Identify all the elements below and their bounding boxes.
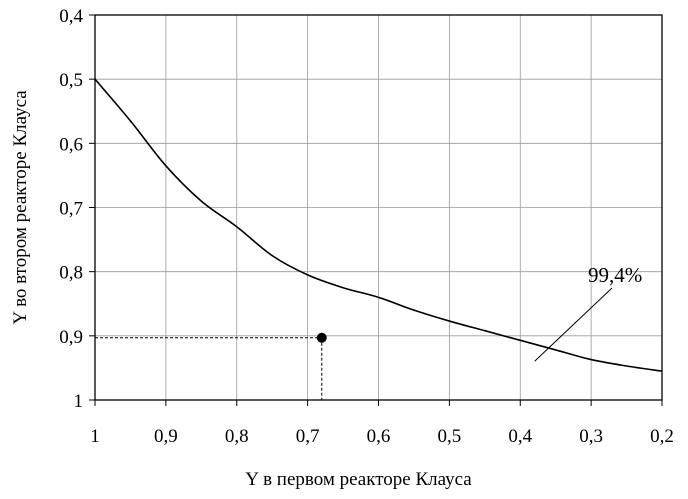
x-tick-label: 0,4 <box>508 426 532 447</box>
y-tick-label: 0,7 <box>59 199 83 220</box>
x-tick-label: 0,7 <box>296 426 320 447</box>
x-tick-label: 0,8 <box>225 426 249 447</box>
y-axis-ticks: 0,4 0,5 0,6 0,7 0,8 0,9 1 <box>59 6 95 412</box>
chart-grid <box>95 15 662 400</box>
x-axis-ticks: 1 0,9 0,8 0,7 0,6 0,5 0,4 0,3 0,2 <box>90 400 674 447</box>
y-tick-label: 0,9 <box>59 327 83 348</box>
y-axis-title: Y во втором реакторе Клауса <box>10 90 31 325</box>
y-tick-label: 0,6 <box>59 134 83 155</box>
y-tick-label: 0,5 <box>59 70 83 91</box>
x-tick-label: 0,5 <box>438 426 462 447</box>
y-tick-label: 1 <box>74 391 84 412</box>
y-tick-label: 0,4 <box>59 6 83 27</box>
data-point <box>317 333 327 343</box>
x-tick-label: 0,9 <box>154 426 178 447</box>
guide-lines <box>95 338 322 400</box>
x-tick-label: 1 <box>90 426 100 447</box>
annotation-label: 99,4% <box>588 263 642 287</box>
x-tick-label: 0,6 <box>367 426 391 447</box>
x-tick-label: 0,3 <box>579 426 603 447</box>
y-tick-label: 0,8 <box>59 263 83 284</box>
x-tick-label: 0,2 <box>650 426 674 447</box>
annotation-leader <box>535 288 612 361</box>
x-axis-title: Y в первом реакторе Клауса <box>245 469 472 490</box>
